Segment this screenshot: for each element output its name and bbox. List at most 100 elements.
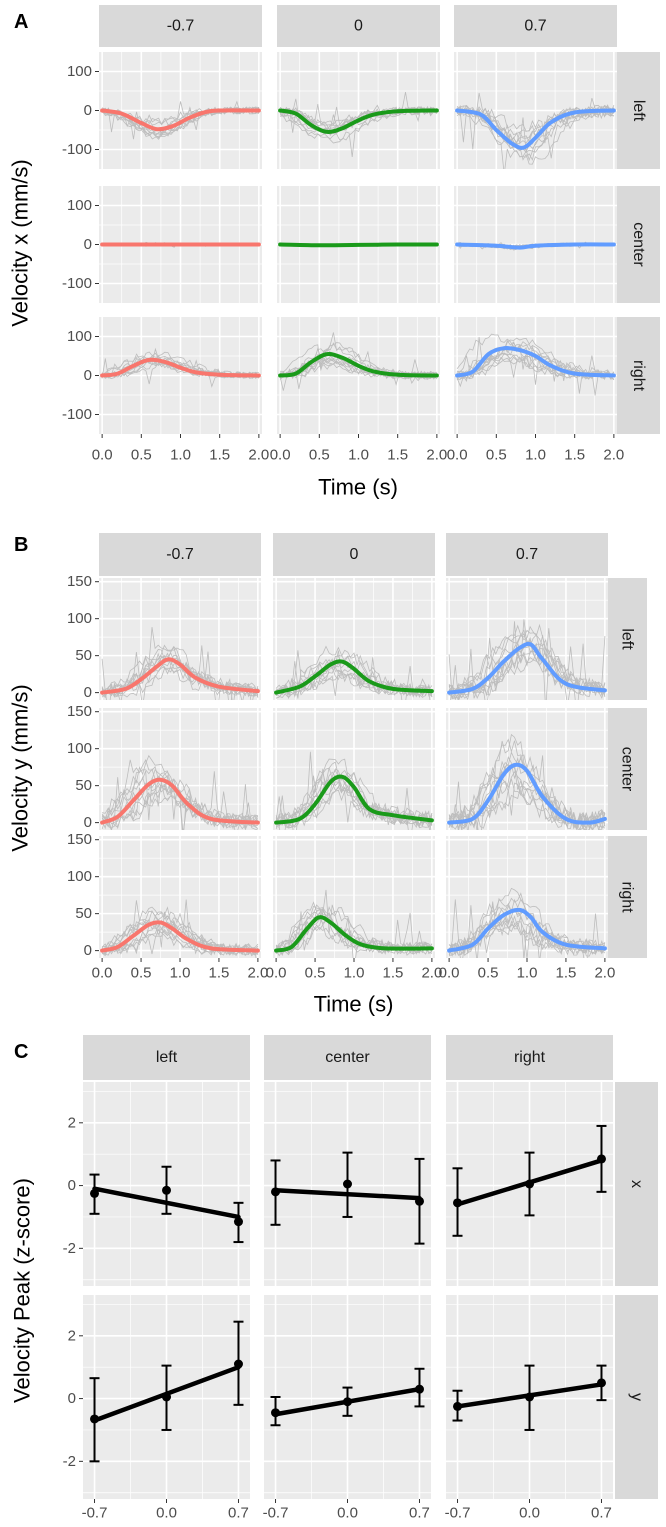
y-tick-label: 0 <box>84 102 92 119</box>
row-strip-label: left <box>619 628 636 650</box>
trial-trace <box>101 776 259 829</box>
trial-trace <box>275 907 433 956</box>
x-tick-label: 0.0 <box>519 1505 540 1522</box>
y-tick-label: 150 <box>67 703 92 720</box>
mean-velocity-line <box>274 774 434 825</box>
x-tick-label: 0.0 <box>92 965 113 982</box>
panel-letter-A: A <box>14 11 28 33</box>
col-strip-C <box>83 1035 250 1080</box>
facet-grid-C: left center right x y -2 0 2 -2 0 2 -0.7 0.0 0.7 -0.7 0… <box>10 1035 658 1522</box>
panel-traces <box>100 627 260 700</box>
panel-traces <box>455 92 616 169</box>
x-tick-label: 0.0 <box>266 965 287 982</box>
panel-letter-B: B <box>14 534 28 556</box>
x-tick-label: 1.5 <box>209 965 230 982</box>
mean-point <box>414 1196 424 1206</box>
mean-velocity-line <box>447 762 607 825</box>
x-axis-title: Time (s) <box>314 992 394 1017</box>
col-strip-C <box>446 1035 613 1080</box>
x-tick-label: 0.7 <box>591 1505 612 1522</box>
x-tick-label: 1.5 <box>556 965 577 982</box>
y-axis-title: Velocity x (mm/s) <box>8 159 33 326</box>
y-tick-label: 0 <box>84 684 92 701</box>
mean-point <box>233 1217 243 1227</box>
row-strip-label: center <box>630 222 647 267</box>
col-strip-B <box>446 533 608 576</box>
x-tick-label: 0.0 <box>92 447 113 464</box>
row-strip-label: x <box>628 1180 645 1188</box>
trial-trace <box>448 785 606 830</box>
row-strip-label: center <box>619 747 636 792</box>
row-strip-B <box>607 578 647 700</box>
x-tick-label: 1.0 <box>348 447 369 464</box>
x-tick-label: 0.5 <box>486 447 507 464</box>
x-tick-label: 0.0 <box>156 1505 177 1522</box>
col-strip-label: 0.7 <box>524 18 546 35</box>
y-tick-label: 50 <box>75 905 92 922</box>
mean-point <box>90 1188 100 1198</box>
x-tick-label: 1.0 <box>525 447 546 464</box>
y-tick-label: 0 <box>84 236 92 253</box>
panel-traces <box>274 889 434 958</box>
col-strip-A <box>277 5 440 47</box>
mean-point <box>162 1392 171 1402</box>
trial-trace <box>275 771 431 830</box>
y-tick-label: 50 <box>75 777 92 794</box>
x-tick-label: 1.0 <box>170 965 191 982</box>
panel-traces <box>447 733 607 830</box>
panel-traces <box>278 92 439 157</box>
panel-traces <box>455 333 616 396</box>
x-tick-label: 0.0 <box>439 965 460 982</box>
panel-traces <box>274 751 434 830</box>
x-tick-label: 2.0 <box>426 447 447 464</box>
x-tick-label: 1.0 <box>170 447 191 464</box>
trial-trace <box>448 628 606 698</box>
trial-trace <box>102 645 259 700</box>
panel-traces <box>447 887 607 958</box>
mean-velocity-line <box>100 920 260 953</box>
x-tick-label: 2.0 <box>247 965 268 982</box>
col-strip-label: -0.7 <box>166 546 194 563</box>
x-tick-label: 0.5 <box>131 447 152 464</box>
panel-traces <box>100 347 261 388</box>
col-strip-label: 0 <box>350 546 359 563</box>
x-tick-label: 0.0 <box>447 447 468 464</box>
mean-point <box>90 1414 100 1424</box>
y-axis-title: Velocity y (mm/s) <box>8 684 33 851</box>
y-tick-label: 2 <box>68 1114 76 1131</box>
mean-velocity-line <box>100 657 260 695</box>
y-tick-label: 100 <box>67 63 92 80</box>
panel-traces <box>100 899 260 958</box>
panel-letter-C: C <box>14 1041 28 1063</box>
mean-point <box>525 1179 534 1189</box>
trial-trace <box>101 921 259 956</box>
y-tick-label: 50 <box>75 647 92 664</box>
mean-velocity-line <box>278 351 439 378</box>
x-tick-label: 1.5 <box>209 447 230 464</box>
col-strip-label: 0.7 <box>516 546 538 563</box>
mean-point <box>414 1384 424 1394</box>
mean-velocity-line <box>447 641 607 695</box>
x-tick-label: -0.7 <box>263 1505 289 1522</box>
trial-trace <box>275 768 433 829</box>
mean-point <box>271 1408 281 1418</box>
col-strip-label: -0.7 <box>167 18 195 35</box>
x-tick-label: 0.5 <box>309 447 330 464</box>
x-tick-label: 1.0 <box>344 965 365 982</box>
row-strip-C <box>615 1295 658 1499</box>
panel-traces <box>278 242 439 248</box>
x-tick-label: 2.0 <box>603 447 624 464</box>
col-strip-label: right <box>514 1049 546 1066</box>
x-tick-label: 0.7 <box>228 1505 249 1522</box>
x-tick-label: -0.7 <box>82 1505 108 1522</box>
trial-trace <box>275 672 433 700</box>
col-strip-A <box>99 5 262 47</box>
mean-point <box>596 1378 606 1388</box>
panel-traces <box>447 619 607 700</box>
row-strip-A <box>617 317 660 434</box>
mean-point <box>233 1359 243 1369</box>
trial-trace <box>449 624 606 699</box>
mean-point <box>596 1154 606 1164</box>
mean-velocity-line <box>447 907 607 953</box>
trial-trace <box>275 761 433 828</box>
